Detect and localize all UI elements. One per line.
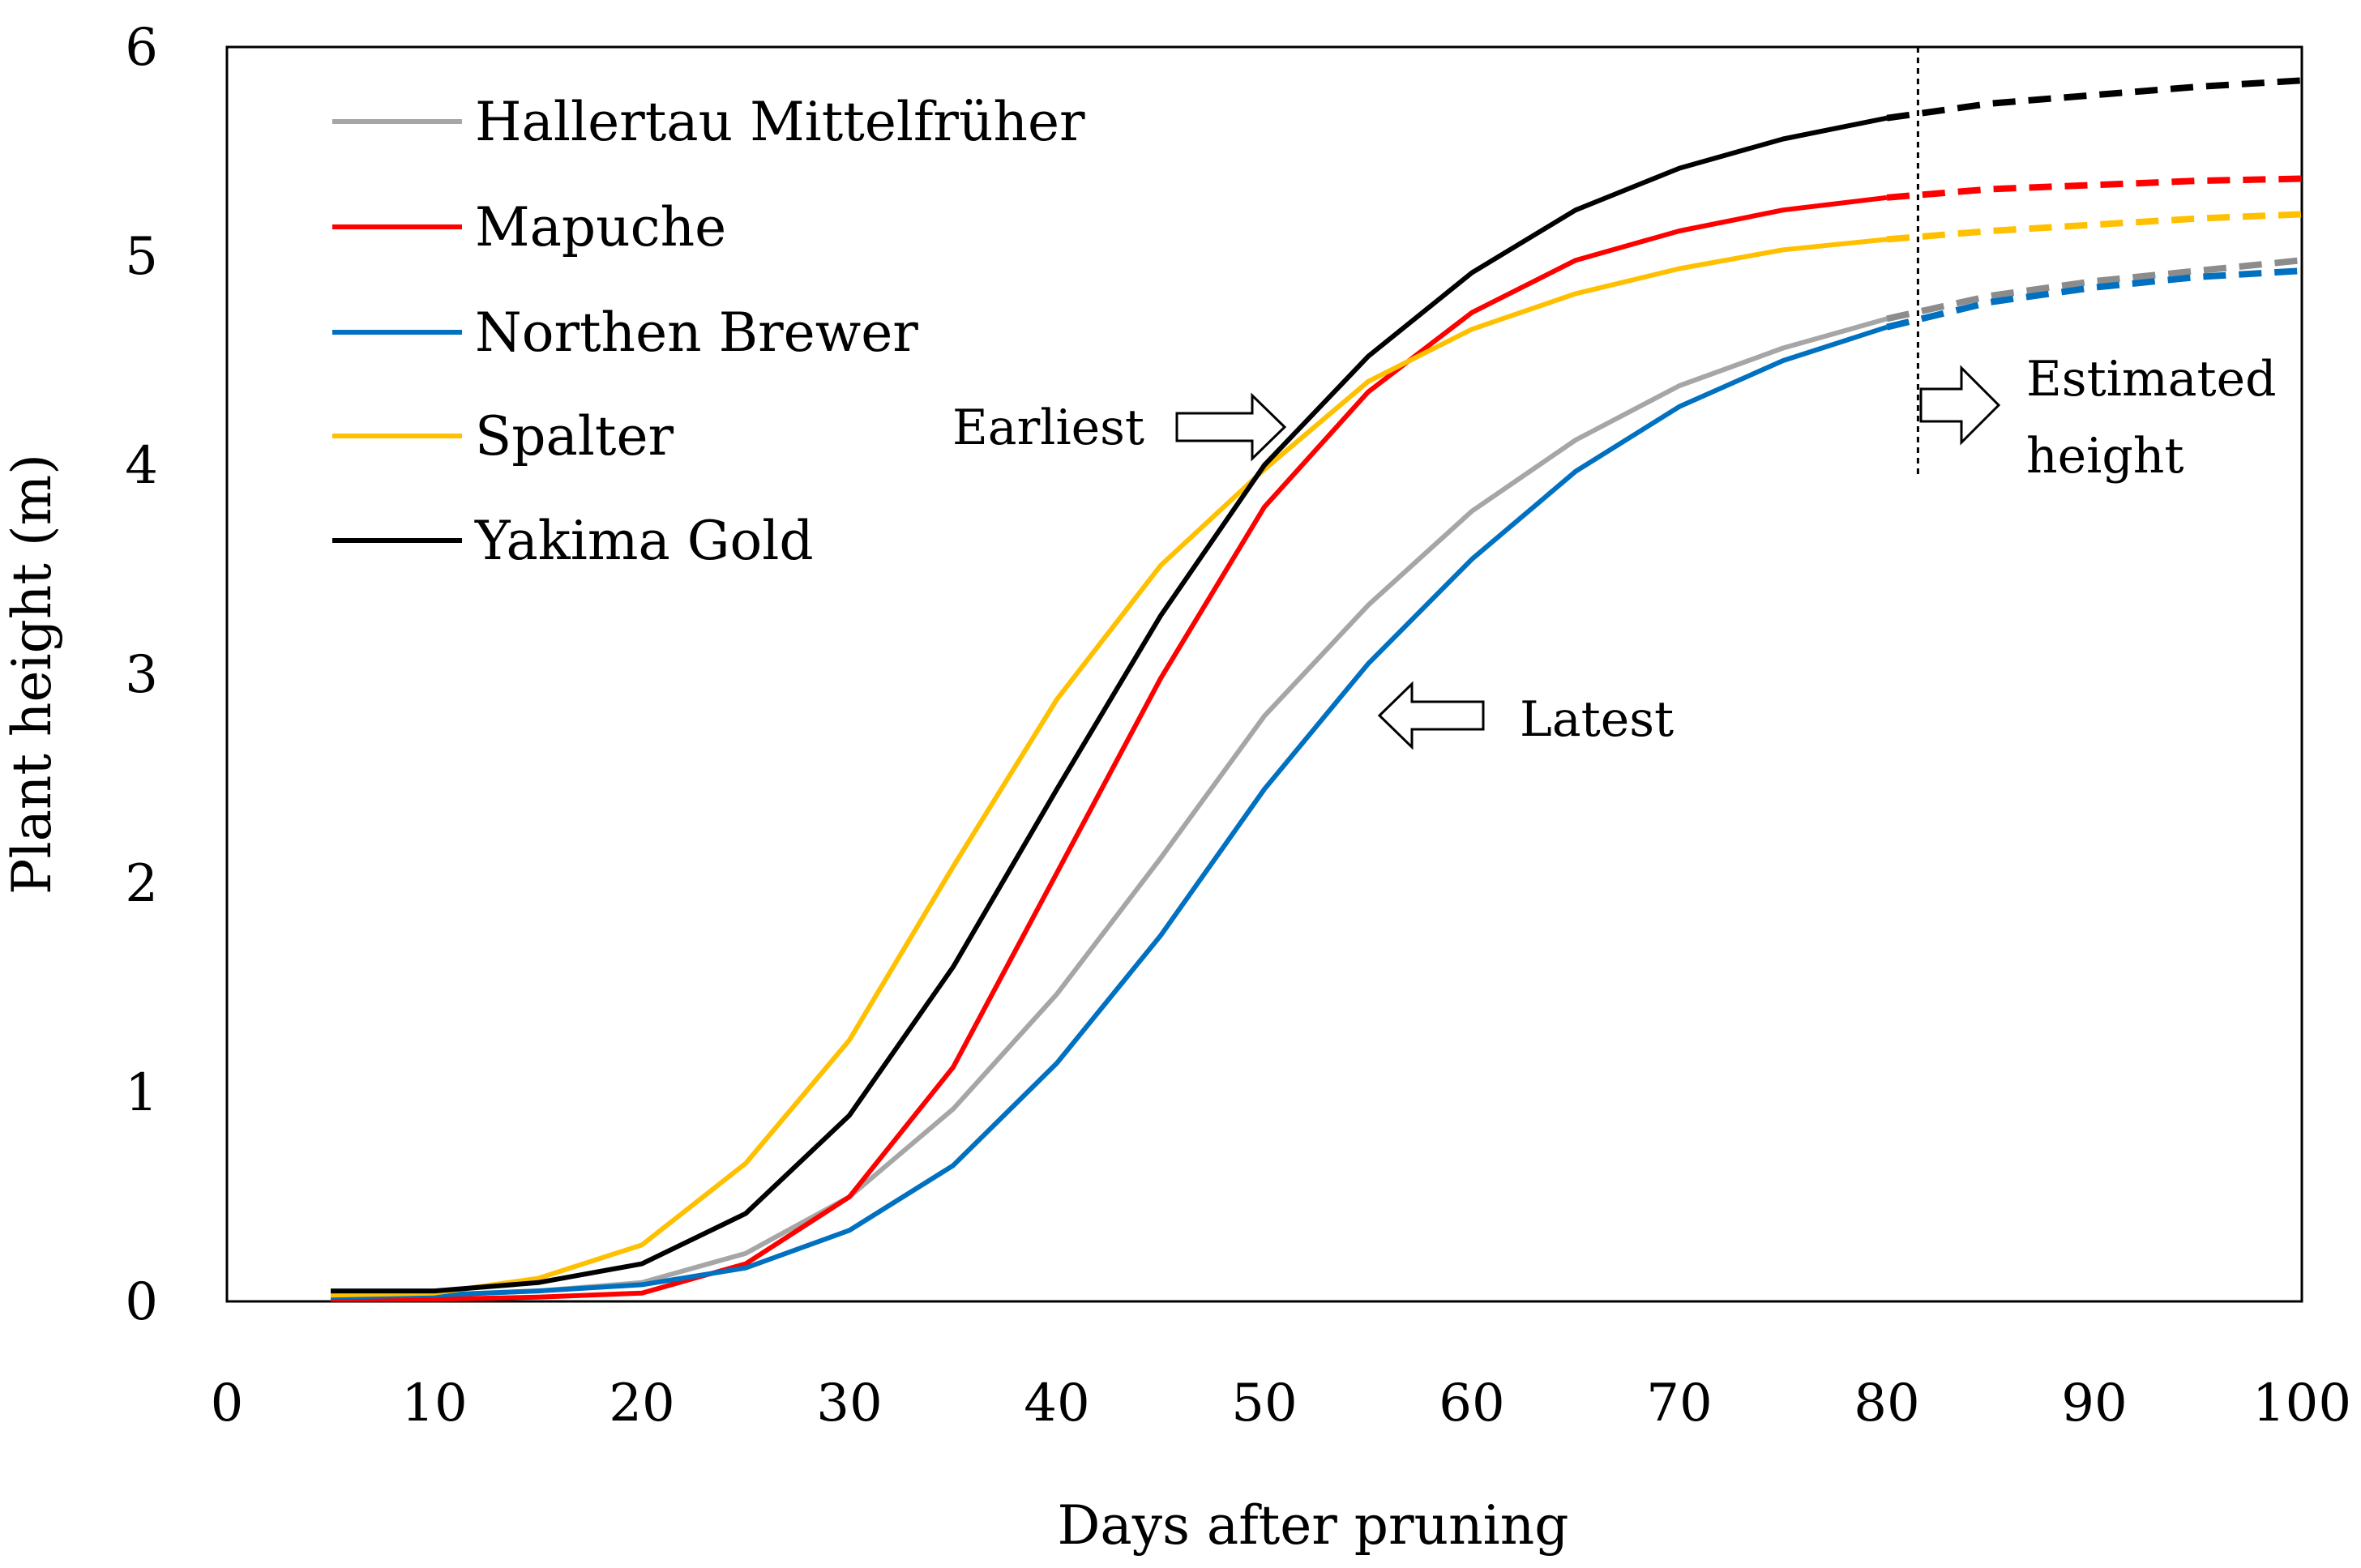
x-tick-label: 80 (1854, 1374, 1919, 1433)
legend-item: Spalter (332, 405, 674, 468)
series-spalter (330, 211, 2303, 1298)
legend-item: Mapuche (332, 196, 726, 258)
legend-label: Spalter (475, 405, 674, 468)
x-tick-label: 20 (609, 1374, 674, 1433)
legend: Hallertau Mittelfrüher Mapuche Northen B… (332, 91, 1085, 572)
x-tick-label: 90 (2061, 1374, 2127, 1433)
plot-area (225, 45, 2303, 1303)
y-tick-label: 1 (125, 1063, 158, 1123)
series-mapuche (331, 175, 2303, 1302)
y-tick-label: 4 (125, 436, 158, 496)
x-tick-label: 50 (1231, 1374, 1297, 1433)
legend-item: Yakima Gold (332, 510, 814, 572)
series-line-estimated (1886, 77, 2303, 122)
x-tick-label: 30 (816, 1374, 882, 1433)
x-axis-label: Days after pruning (1058, 1494, 1569, 1557)
x-tick-label: 0 (211, 1374, 244, 1433)
annotation-earliest: Earliest (952, 392, 1287, 462)
legend-item: Northen Brewer (332, 301, 918, 364)
y-tick-label: 0 (125, 1272, 158, 1332)
legend-label: Hallertau Mittelfrüher (475, 91, 1085, 153)
series-line-estimated (1886, 175, 2303, 201)
legend-label: Mapuche (475, 196, 726, 258)
series-northen-brewer (330, 267, 2303, 1300)
y-tick-label: 6 (125, 18, 158, 78)
legend-label: Yakima Gold (474, 510, 814, 572)
arrow-right-icon (1175, 392, 1287, 462)
annotation-label: Estimated (2026, 351, 2277, 408)
annotation-latest: Latest (1377, 681, 1674, 750)
series-line-observed (330, 324, 1888, 1300)
legend-item: Hallertau Mittelfrüher (332, 91, 1085, 153)
series-yakima-gold (331, 77, 2303, 1294)
axis-ticks: 0 10 20 30 40 50 60 70 80 90 100 0 1 2 3 4 5 6 (125, 18, 2351, 1433)
x-tick-label: 40 (1024, 1374, 1089, 1433)
series-line-observed (331, 115, 1888, 1294)
series-line-observed (330, 237, 1888, 1298)
annotation-label: Latest (1520, 691, 1674, 748)
series-layer (330, 77, 2303, 1302)
x-tick-label: 100 (2252, 1374, 2351, 1433)
y-tick-label: 2 (125, 854, 158, 914)
y-tick-label: 5 (125, 227, 158, 287)
arrow-right-icon (1919, 365, 2001, 446)
annotation-label: Earliest (952, 399, 1144, 456)
series-line-observed (331, 194, 1888, 1302)
y-axis-label: Plant height (m) (1, 454, 63, 895)
x-tick-label: 10 (401, 1374, 467, 1433)
series-line-estimated (1886, 257, 2303, 323)
series-line-estimated (1886, 211, 2303, 243)
series-line-estimated (1886, 267, 2303, 331)
annotation-label: height (2026, 428, 2184, 485)
legend-label: Northen Brewer (475, 301, 918, 364)
y-tick-label: 3 (125, 645, 158, 705)
x-tick-label: 70 (1646, 1374, 1712, 1433)
x-tick-label: 60 (1439, 1374, 1504, 1433)
annotation-estimated: Estimated height (1919, 351, 2277, 485)
arrow-left-icon (1377, 681, 1485, 750)
